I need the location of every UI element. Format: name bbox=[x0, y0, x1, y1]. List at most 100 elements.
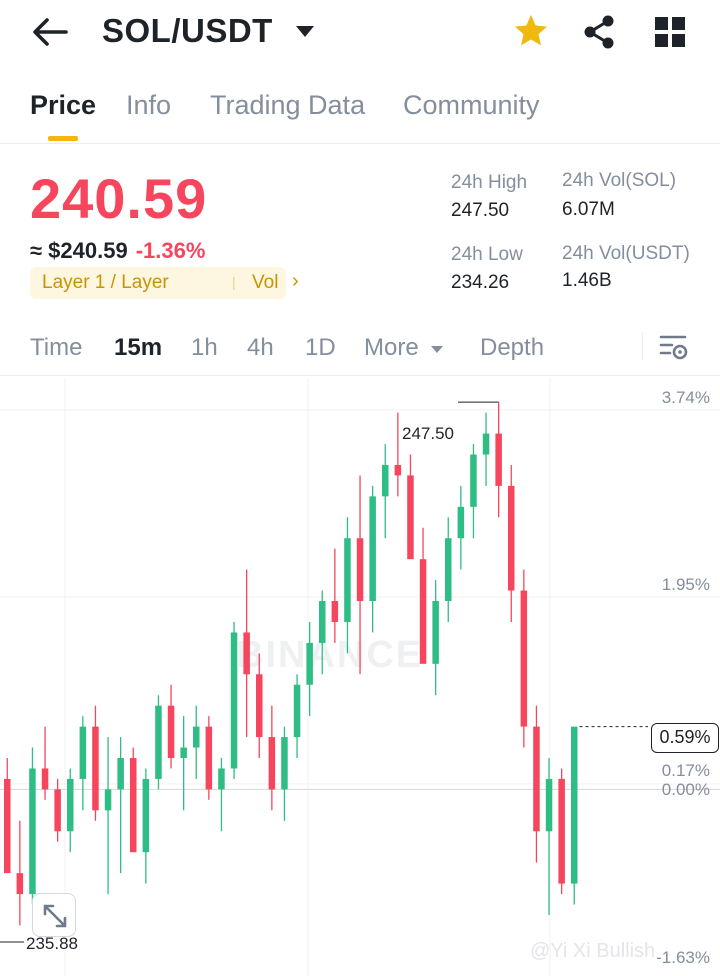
candle-body bbox=[268, 737, 276, 790]
stat-high-value: 247.50 bbox=[451, 200, 510, 221]
candle-body bbox=[394, 464, 402, 476]
active-tab-indicator bbox=[48, 136, 78, 141]
top-bar: SOL/USDT bbox=[0, 0, 720, 68]
candle-body bbox=[130, 758, 137, 853]
candle-body bbox=[256, 674, 263, 738]
candle-body bbox=[356, 538, 364, 602]
tab-depth[interactable]: Depth bbox=[480, 334, 545, 361]
chart-settings-icon[interactable] bbox=[658, 332, 688, 362]
stat-low-value: 234.26 bbox=[451, 272, 510, 293]
interval-time[interactable]: Time bbox=[30, 334, 83, 361]
candle-body bbox=[306, 642, 313, 685]
stat-high-label: 24h High bbox=[451, 172, 528, 193]
candle-body bbox=[545, 778, 553, 832]
candle-body bbox=[319, 601, 326, 643]
low-price-marker: 235.88 bbox=[26, 934, 78, 953]
candle-body bbox=[369, 496, 376, 602]
stat-vol-base-value: 6.07M bbox=[562, 199, 615, 220]
candle-body bbox=[419, 559, 427, 664]
stat-vol-quote-value: 1.46B bbox=[562, 270, 612, 291]
category-tag-label: Layer 1 / Layer bbox=[42, 272, 169, 293]
tab-community[interactable]: Community bbox=[403, 90, 540, 120]
price-subline: ≈ $240.59 -1.36% bbox=[30, 238, 205, 264]
candle-body bbox=[67, 778, 74, 832]
pair-title[interactable]: SOL/USDT bbox=[102, 12, 273, 49]
interval-divider bbox=[642, 332, 643, 360]
approx-usd-price: ≈ $240.59 bbox=[30, 238, 128, 263]
candle-body bbox=[470, 454, 477, 507]
stat-vol-base-label: 24h Vol(SOL) bbox=[562, 170, 677, 191]
back-arrow-icon[interactable] bbox=[30, 14, 70, 50]
candle-body bbox=[293, 684, 301, 738]
pct-label-bottom: -1.63% bbox=[656, 948, 710, 967]
candle-body bbox=[520, 590, 528, 727]
candle-body bbox=[167, 705, 175, 759]
last-price-pct-badge: 0.59% bbox=[651, 723, 719, 753]
interval-more-label: More bbox=[364, 334, 419, 361]
candle-body bbox=[331, 601, 339, 622]
expand-chart-button[interactable] bbox=[32, 893, 76, 937]
candle-body bbox=[243, 632, 250, 675]
interval-1h[interactable]: 1h bbox=[191, 334, 218, 361]
last-price: 240.59 bbox=[30, 167, 208, 230]
candlestick-chart[interactable]: BINANCE 3.74% 1.95% 0.17% 0.00% -1.63% 0… bbox=[0, 378, 720, 976]
interval-bar: Time 15m 1h 4h 1D More Depth bbox=[0, 318, 720, 376]
pct-label-mid: 1.95% bbox=[661, 575, 710, 594]
caret-down-icon[interactable] bbox=[292, 18, 318, 44]
chart-canvas bbox=[0, 378, 720, 976]
interval-4h[interactable]: 4h bbox=[247, 334, 274, 361]
tab-trading-data[interactable]: Trading Data bbox=[210, 90, 366, 120]
candle-body bbox=[142, 778, 150, 853]
candle-body bbox=[155, 705, 162, 779]
share-icon[interactable] bbox=[582, 14, 616, 50]
tab-price[interactable]: Price bbox=[30, 90, 97, 120]
candle-body bbox=[41, 768, 49, 790]
candle-body bbox=[382, 464, 389, 497]
watermark-credit: @Yi Xi Bullish bbox=[530, 940, 656, 962]
interval-1d[interactable]: 1D bbox=[305, 334, 336, 361]
stat-low-label: 24h Low bbox=[451, 244, 523, 265]
tab-info[interactable]: Info bbox=[126, 90, 172, 120]
candle-body bbox=[92, 726, 99, 811]
candle-body bbox=[193, 726, 200, 748]
pct-label-zero: 0.00% bbox=[661, 780, 710, 799]
candle-body bbox=[533, 726, 540, 832]
pct-label-top: 3.74% bbox=[661, 388, 710, 407]
candle-body bbox=[117, 758, 124, 790]
price-change-percent: -1.36% bbox=[135, 238, 206, 263]
candle-body bbox=[218, 768, 225, 790]
tab-bar: Price Info Trading Data Community bbox=[0, 78, 720, 144]
expand-icon bbox=[43, 904, 67, 928]
tag-vol-label: Vol bbox=[252, 272, 279, 293]
tag-divider: | bbox=[232, 274, 236, 290]
candle-body bbox=[54, 789, 61, 832]
candle-body bbox=[104, 789, 112, 811]
candle-body bbox=[4, 778, 11, 874]
interval-15m[interactable]: 15m bbox=[114, 334, 163, 361]
interval-more[interactable]: More bbox=[364, 334, 445, 362]
candle-body bbox=[571, 726, 578, 884]
candle-body bbox=[281, 737, 288, 790]
candle-body bbox=[344, 538, 351, 622]
candle-body bbox=[432, 601, 439, 664]
candle-body bbox=[558, 778, 565, 884]
candle-body bbox=[16, 873, 24, 895]
caret-down-small-icon bbox=[431, 345, 444, 353]
candle-body bbox=[29, 768, 36, 895]
chevron-right-icon: › bbox=[292, 270, 299, 292]
category-tag[interactable]: Layer 1 / Layer | Vol › bbox=[30, 267, 299, 299]
star-icon[interactable] bbox=[512, 12, 550, 50]
candle-body bbox=[508, 485, 515, 591]
binance-watermark: BINANCE bbox=[236, 634, 424, 676]
candle-body bbox=[482, 433, 490, 455]
candle-body bbox=[495, 433, 502, 486]
candle-body bbox=[180, 747, 187, 759]
high-price-marker: 247.50 bbox=[402, 424, 454, 443]
candle-body bbox=[457, 506, 465, 539]
candle-body bbox=[407, 475, 414, 560]
candle-body bbox=[445, 538, 452, 602]
grid-icon[interactable] bbox=[654, 16, 686, 48]
pct-label-017: 0.17% bbox=[661, 761, 710, 780]
candle-body bbox=[230, 632, 238, 769]
candle-body bbox=[79, 726, 87, 779]
